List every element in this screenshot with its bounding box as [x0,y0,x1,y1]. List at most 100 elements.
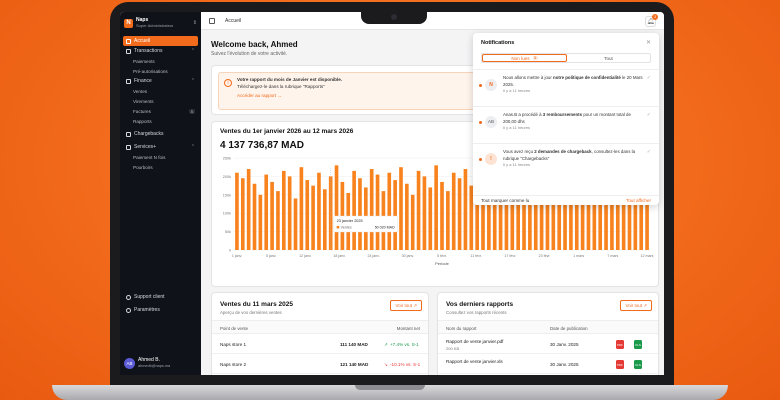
services-icon [126,144,131,150]
notifications-footer: Tout marquer comme lu Tout afficher [473,195,659,205]
bar [586,187,591,250]
sidebar-item-parametres[interactable]: Paramètres [123,305,198,315]
user-profile[interactable]: AB Ahmed B. ahmedb@naps.ma [124,357,198,369]
bar [328,176,333,250]
sidebar-toggle-icon[interactable] [209,17,215,24]
report-link-label: Accéder au rapport [237,93,277,98]
mark-read-icon[interactable]: ✓ [646,112,651,118]
bar [463,169,468,250]
bar [422,176,427,250]
sidebar-item-services[interactable]: Services+ ⌃ [123,142,198,152]
pdf-download-icon[interactable]: PDF [616,340,624,349]
sidebar-subitem-virements[interactable]: Virements [123,96,198,106]
bar [334,165,339,250]
breadcrumb: Accueil [225,17,242,24]
bar [592,170,597,250]
notifications-panel: Notifications ✕ Non lues 3 Tout N Nous a… [473,33,659,205]
sidebar-subitem-pourboirs[interactable]: Pourboirs [123,162,198,172]
notifications-tabs: Non lues 3 Tout [481,53,651,63]
x-axis-label: Periode [435,261,450,266]
mark-all-read-button[interactable]: Tout marquer comme lu [481,198,530,203]
notification-item[interactable]: ! Vous avez reçu 2 demandes de chargebac… [473,143,659,180]
table-row[interactable]: Naps store 2 121 140 MAD ↘ -10.1% vs. S-… [212,356,428,374]
notification-item[interactable]: AB Anas.B a procédé à 3 remboursements p… [473,106,659,143]
x-tick-label: 7 mars [607,254,618,258]
user-name: Ahmed B. [138,357,160,363]
sidebar-item-chargebacks[interactable]: Chargebacks [123,129,198,139]
sidebar-subitem-preautorisations[interactable]: Pré-autorisations [123,66,198,76]
sidebar-subitem-factures[interactable]: Factures 5 [123,106,198,116]
notification-item[interactable]: N Nous allons mettre à jour notre politi… [473,69,659,106]
chevron-up-icon: ⌃ [190,48,195,54]
show-all-button[interactable]: Tout afficher [626,198,651,203]
chevron-updown-icon: ⇕ [192,20,197,26]
y-tick-label: 250k [223,157,231,161]
bar [457,178,462,250]
bar [416,170,421,250]
store-amount: 121 140 MAD [340,362,369,367]
home-icon [126,38,131,44]
notification-highlight: 3 remboursements [542,112,583,117]
sidebar-subitem-rapports[interactable]: Rapports [123,116,198,126]
sidebar-item-label: Paramètres [134,307,160,313]
topbar: Accueil 🔔︎ 3 [201,12,664,30]
pdf-download-icon[interactable]: PDF [616,360,624,369]
column-header: Date de publication [550,325,588,331]
sidebar-item-support[interactable]: Support client [123,292,198,302]
notification-message-end: , consultez-les dans la rubrique "Charge… [503,149,636,161]
bar [598,165,603,250]
view-all-reports-button[interactable]: Voir tout ↗ [620,300,652,311]
reports-subtitle: Consultez vos rapports récents [446,310,507,315]
bar [252,183,257,250]
report-link[interactable]: Accéder au rapport → [237,93,647,100]
bar [410,194,415,250]
notification-message: Vous avez reçu [503,149,535,154]
tab-unread[interactable]: Non lues 3 [482,54,567,62]
table-row[interactable]: Rapport de vente janvier.pdf 200 KB 30 J… [438,336,658,354]
x-tick-label: 11 févr. [470,254,482,258]
table-row[interactable]: Naps store 1 111 140 MAD ↗ +7.4% vs. S-1 [212,336,428,354]
report-name: Rapport de vente janvier.xls [446,359,503,364]
sidebar-item-finance[interactable]: Finance ⌃ [123,76,198,86]
bar [516,189,520,250]
unread-count-badge: 3 [532,56,538,60]
xls-download-icon[interactable]: XLS [634,360,642,369]
mark-read-icon[interactable]: ✓ [646,75,651,81]
x-tick-label: 1 mars [573,254,584,258]
table-row[interactable]: Rapport de vente janvier.xls 30 Janv. 20… [438,356,658,374]
sidebar-nav: Accueil Transactions ⌃ Paiements Pré-aut… [120,34,201,174]
notifications-button[interactable]: 🔔︎ 3 [645,14,658,27]
notifications-title: Notifications [481,40,515,46]
daily-sales-subtitle: Aperçu de vos dernières ventes [220,310,282,315]
sidebar-subitem-ventes[interactable]: Ventes [123,86,198,96]
view-all-sales-button[interactable]: Voir tout ↗ [390,300,422,311]
chevron-up-icon: ⌃ [190,78,195,84]
sidebar-item-transactions[interactable]: Transactions ⌃ [123,46,198,56]
finance-icon [126,78,131,84]
unread-dot [479,158,482,161]
x-tick-label: 23 févr. [539,254,551,258]
gear-icon [126,307,131,313]
tooltip-box [333,215,398,233]
mark-read-icon[interactable]: ✓ [646,149,651,155]
notification-message: Nous allons mettre à jour [503,75,554,80]
sidebar-subitem-paiement-n-fois[interactable]: Paiement N fois [123,152,198,162]
bar [317,172,321,250]
bar [405,183,409,250]
brand-switcher[interactable]: N Naps Super Administrateur ⇕ [120,12,201,34]
sidebar-bottom: Support client Paramètres [123,292,198,315]
bar [610,174,614,250]
close-icon[interactable]: ✕ [645,40,651,46]
column-header: Nom du rapport [446,325,477,331]
bar [440,181,444,250]
sidebar-item-accueil[interactable]: Accueil [123,36,198,46]
bar [627,178,632,250]
sidebar-subitem-paiements[interactable]: Paiements [123,56,198,66]
bar [487,191,491,250]
xls-download-icon[interactable]: XLS [634,340,642,349]
bar [287,176,292,250]
x-tick-label: 24 janv. [368,254,380,258]
tab-all[interactable]: Tout [567,54,650,62]
bar [311,185,315,250]
trend-up-icon: ↗ [384,342,388,347]
